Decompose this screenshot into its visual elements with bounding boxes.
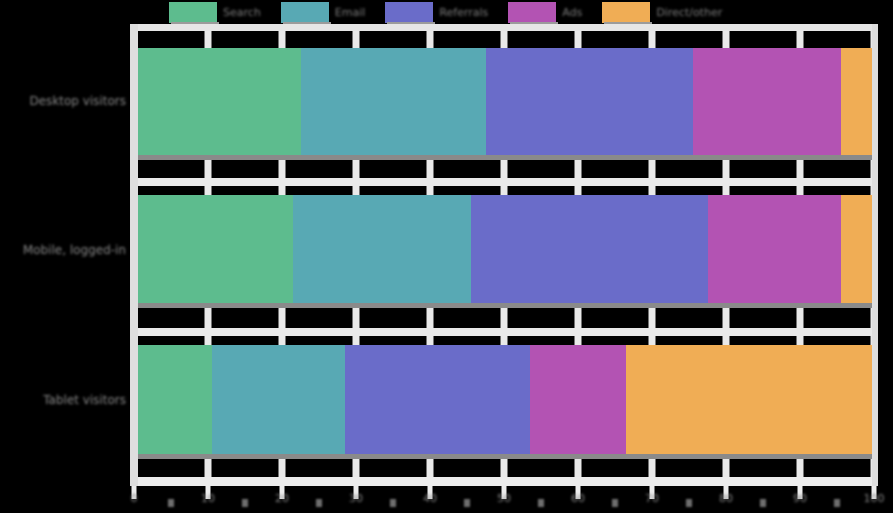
bar-segment-ads [530,345,627,454]
legend-label: Ads [562,6,583,19]
bar-segment-email [293,195,471,303]
bar-shadow [138,155,878,160]
bottom-spine [130,477,878,486]
right-spine [872,24,878,486]
category-label: Tablet visitors [43,393,126,407]
top-spine [130,24,878,31]
tick-label: 60 [571,492,585,505]
tick-label: 10 [201,492,215,505]
minor-tick-mark [612,499,618,507]
tick-label: 20 [275,492,289,505]
category-gridline [134,178,874,186]
minor-tick-mark [464,499,470,507]
bar-segment-ads [692,48,841,155]
x-axis-labels: 0 10 20 30 40 50 60 70 80 90 100 [130,492,885,510]
plot-area [130,24,878,486]
bar-segment-email [212,345,346,454]
tick-label: 40 [423,492,437,505]
minor-tick-mark [834,499,840,507]
bar-segment-search [138,345,212,454]
bar-segment-ads [707,195,841,303]
tick-label: 50 [497,492,511,505]
tick-mark [353,486,359,499]
legend-label: Email [334,6,366,19]
bar-segment-search [138,195,294,303]
bar-row [138,345,878,454]
category-label: Mobile, logged-in [22,243,126,257]
tick-mark [723,486,729,499]
tick-mark [279,486,285,499]
left-spine [130,24,138,486]
tick-label: 70 [645,492,659,505]
bar-segment-email [300,48,486,155]
legend-item[interactable]: Search [169,2,261,27]
minor-tick-mark [242,499,248,507]
legend-swatch-icon [508,2,559,27]
legend-item[interactable]: Ads [508,2,583,27]
category-label: Desktop visitors [29,94,126,108]
tick-label: 100 [863,492,885,505]
x-axis-ticks [131,486,877,500]
legend-item[interactable]: Email [280,2,366,27]
bar-segment-search [138,48,301,155]
tick-mark [205,486,211,499]
legend-label: Referrals [439,6,489,19]
tick-mark [427,486,433,499]
category-gridline [134,328,874,336]
legend-label: Direct/other [656,6,723,19]
tick-mark [871,486,877,499]
tick-mark [131,486,137,499]
bar-row [138,195,878,303]
legend-swatch-icon [385,2,436,27]
bar-segment-referrals [470,195,708,303]
minor-tick-mark [168,499,174,507]
tick-mark [575,486,581,499]
tick-label: 30 [349,492,363,505]
bar-shadow [138,303,878,308]
bar-segment-referrals [485,48,693,155]
legend-item[interactable]: Referrals [385,2,489,27]
tick-label: 80 [719,492,733,505]
minor-tick-mark [538,499,544,507]
bar-segment-direct-other [840,48,878,155]
minor-tick-mark [686,499,692,507]
legend-swatch-icon [280,2,331,27]
tick-label: 0 [130,492,138,505]
minor-tick-mark [760,499,766,507]
tick-mark [649,486,655,499]
minor-tick-mark [390,499,396,507]
bars-layer [138,24,878,486]
bar-segment-referrals [345,345,531,454]
legend-item[interactable]: Direct/other [602,2,723,27]
tick-label: 90 [793,492,807,505]
bar-row [138,48,878,155]
legend-label: Search [223,6,261,19]
minor-tick-mark [316,499,322,507]
legend-swatch-icon [602,2,653,27]
bar-segment-direct-other [626,345,878,454]
legend-swatch-icon [169,2,219,27]
bar-shadow [138,454,878,459]
tick-mark [797,486,803,499]
bar-segment-direct-other [840,195,878,303]
tick-mark [501,486,507,499]
